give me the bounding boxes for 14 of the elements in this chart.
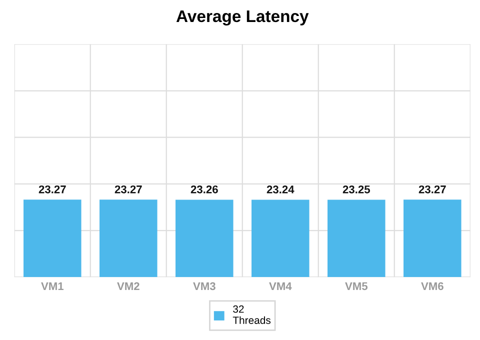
data-label: 23.26 — [190, 185, 218, 194]
x-tick-label: VM3 — [193, 282, 216, 290]
x-tick-label: VM6 — [421, 282, 444, 290]
data-label: 23.27 — [418, 185, 446, 194]
x-tick-label: VM1 — [41, 282, 64, 290]
legend-label: 32 Threads — [232, 305, 271, 324]
x-tick-label: VM5 — [345, 282, 368, 290]
x-tick-label: VM2 — [117, 282, 140, 290]
x-tick-label: VM4 — [269, 282, 292, 290]
data-label: 23.27 — [38, 185, 66, 194]
chart-title: Average Latency — [176, 10, 309, 26]
data-label: 23.25 — [342, 186, 370, 194]
data-label: 23.24 — [266, 186, 294, 194]
data-label: 23.27 — [114, 185, 142, 194]
